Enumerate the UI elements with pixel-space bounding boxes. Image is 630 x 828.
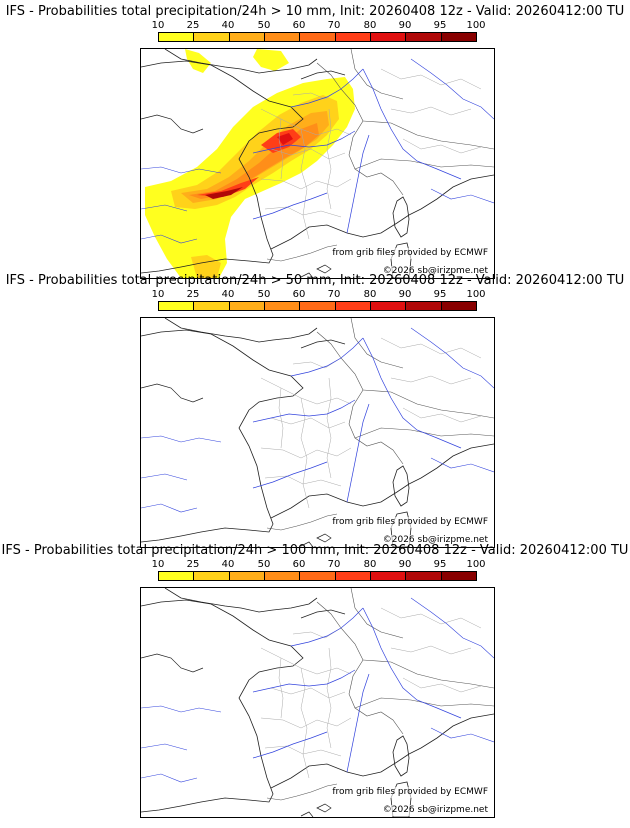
scale-tick: 60 [292, 289, 306, 300]
scale-tick: 90 [398, 559, 412, 570]
scale-swatch [229, 302, 265, 310]
panel-precip-10mm: IFS - Probabilities total precipitation/… [0, 4, 630, 279]
panel-title: IFS - Probabilities total precipitation/… [1, 543, 629, 558]
color-scale-bar [158, 301, 477, 311]
scale-swatch [264, 572, 301, 580]
scale-swatch [194, 572, 230, 580]
scale-swatch [370, 302, 407, 310]
copyright-credit: ©2026 sb@irizpme.net [382, 266, 488, 277]
scale-tick: 10 [151, 20, 165, 31]
scale-swatch [229, 572, 265, 580]
scale-tick: 40 [221, 559, 235, 570]
panel-precip-100mm: IFS - Probabilities total precipitation/… [0, 543, 630, 818]
scale-swatch [159, 302, 195, 310]
scale-tick: 100 [466, 20, 486, 31]
scale-swatch [335, 572, 371, 580]
scale-tick: 80 [363, 20, 377, 31]
scale-tick: 50 [257, 289, 271, 300]
map-france: from grib files provided by ECMWF ©2026 … [140, 48, 495, 279]
scale-swatch [300, 33, 336, 41]
panel-title: IFS - Probabilities total precipitation/… [5, 273, 625, 288]
scale-tick: 80 [363, 559, 377, 570]
precip-probability-field [145, 49, 355, 278]
scale-swatch [441, 572, 476, 580]
map-canvas [141, 49, 494, 278]
scale-tick: 95 [433, 559, 447, 570]
scale-swatch [406, 302, 442, 310]
scale-swatch [194, 33, 230, 41]
scale-tick: 50 [257, 20, 271, 31]
scale-swatch [335, 33, 371, 41]
scale-tick: 40 [221, 289, 235, 300]
copyright-credit: ©2026 sb@irizpme.net [382, 805, 488, 816]
scale-swatch [300, 302, 336, 310]
scale-tick: 25 [186, 559, 200, 570]
scale-tick: 70 [327, 289, 341, 300]
scale-tick: 60 [292, 20, 306, 31]
map-france: from grib files provided by ECMWF ©2026 … [140, 587, 495, 818]
scale-tick: 95 [433, 289, 447, 300]
scale-tick: 60 [292, 559, 306, 570]
color-scale-bar [158, 32, 477, 42]
scale-swatch [370, 572, 407, 580]
scale-tick: 25 [186, 289, 200, 300]
scale-swatch [300, 572, 336, 580]
scale-tick: 10 [151, 289, 165, 300]
source-credit: from grib files provided by ECMWF [332, 787, 488, 798]
source-credit: from grib files provided by ECMWF [332, 517, 488, 528]
scale-tick: 25 [186, 20, 200, 31]
source-credit: from grib files provided by ECMWF [332, 248, 488, 259]
scale-tick: 40 [221, 20, 235, 31]
map-france: from grib files provided by ECMWF ©2026 … [140, 317, 495, 548]
panel-title: IFS - Probabilities total precipitation/… [5, 4, 625, 19]
scale-swatch [406, 572, 442, 580]
scale-tick: 50 [257, 559, 271, 570]
map-canvas [141, 588, 494, 817]
scale-swatch [441, 302, 476, 310]
scale-swatch [229, 33, 265, 41]
scale-swatch [335, 302, 371, 310]
scale-swatch [264, 302, 301, 310]
color-scale-labels: 10 25 40 50 60 70 80 90 95 100 [152, 20, 486, 31]
scale-swatch [441, 33, 476, 41]
scale-swatch [264, 33, 301, 41]
scale-swatch [370, 33, 407, 41]
scale-tick: 70 [327, 559, 341, 570]
color-scale-bar [158, 571, 477, 581]
scale-tick: 100 [466, 559, 486, 570]
scale-tick: 95 [433, 20, 447, 31]
scale-tick: 70 [327, 20, 341, 31]
scale-swatch [194, 302, 230, 310]
scale-tick: 100 [466, 289, 486, 300]
scale-swatch [159, 572, 195, 580]
panel-precip-50mm: IFS - Probabilities total precipitation/… [0, 273, 630, 548]
scale-tick: 10 [151, 559, 165, 570]
scale-tick: 90 [398, 289, 412, 300]
scale-swatch [406, 33, 442, 41]
map-canvas [141, 318, 494, 547]
color-scale-labels: 10 25 40 50 60 70 80 90 95 100 [152, 559, 486, 570]
copyright-credit: ©2026 sb@irizpme.net [382, 535, 488, 546]
scale-swatch [159, 33, 195, 41]
color-scale-labels: 10 25 40 50 60 70 80 90 95 100 [152, 289, 486, 300]
scale-tick: 90 [398, 20, 412, 31]
scale-tick: 80 [363, 289, 377, 300]
